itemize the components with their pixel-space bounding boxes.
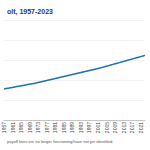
svg-text:olt, 1957-2023: olt, 1957-2023 (7, 8, 53, 16)
svg-text:1981: 1981 (52, 122, 58, 133)
svg-text:1973: 1973 (35, 122, 41, 133)
svg-text:1989: 1989 (69, 122, 75, 133)
svg-text:2001: 2001 (95, 122, 101, 133)
svg-text:2017: 2017 (129, 122, 135, 133)
svg-text:1965: 1965 (18, 122, 24, 133)
svg-text:1997: 1997 (86, 122, 92, 133)
svg-text:2009: 2009 (112, 122, 118, 133)
svg-text:2021: 2021 (138, 122, 144, 133)
svg-text:1957: 1957 (1, 122, 7, 133)
svg-text:1961: 1961 (10, 122, 16, 133)
svg-text:1993: 1993 (78, 122, 84, 133)
svg-text:payoff lines are no longer fun: payoff lines are no longer functioning/h… (7, 139, 113, 144)
svg-text:1985: 1985 (61, 122, 67, 133)
svg-text:1969: 1969 (27, 122, 33, 133)
svg-text:2013: 2013 (121, 122, 127, 133)
svg-text:1977: 1977 (44, 122, 50, 133)
svg-text:2005: 2005 (104, 122, 110, 133)
